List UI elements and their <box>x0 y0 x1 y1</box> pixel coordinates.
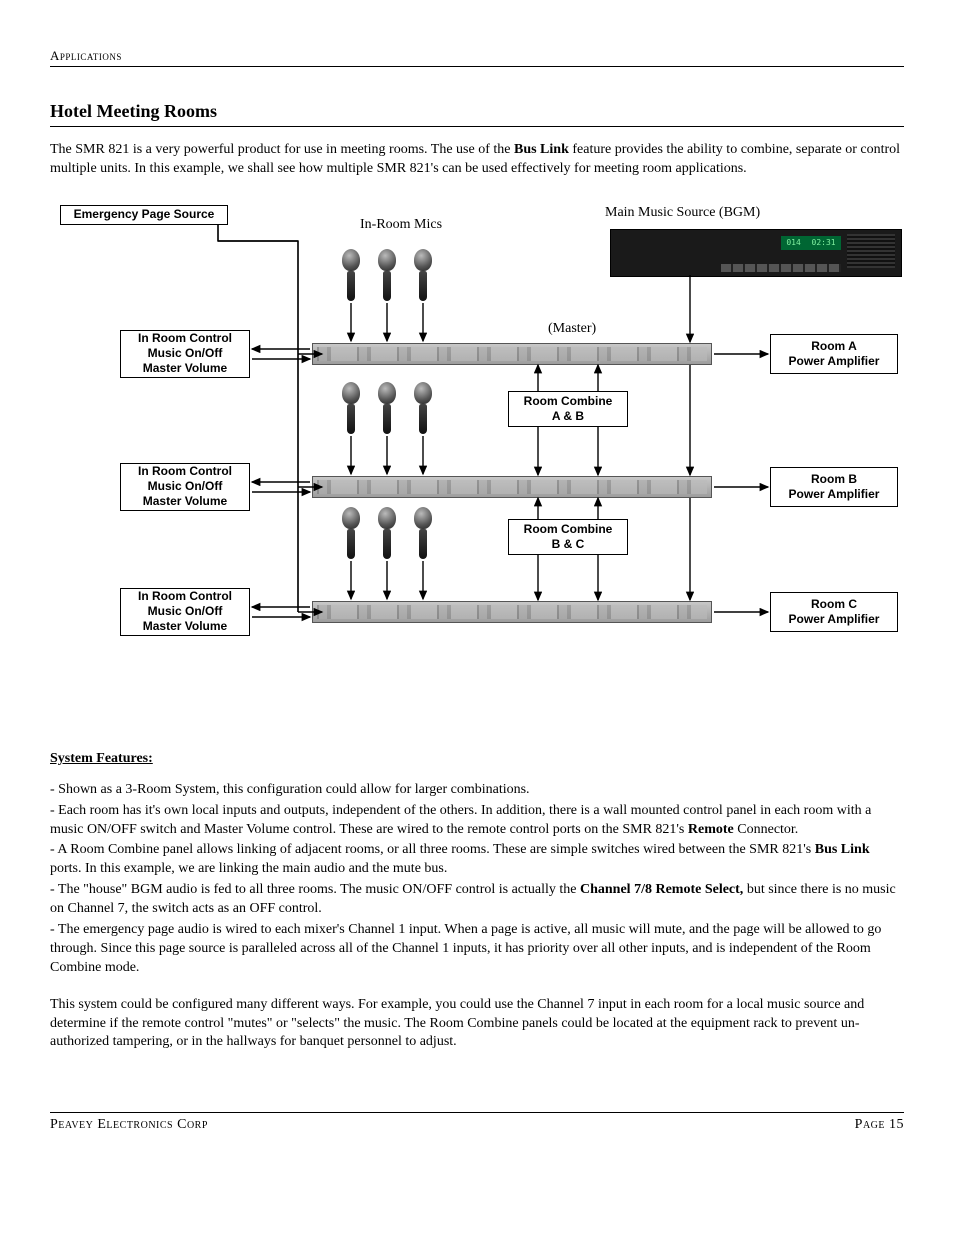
feature-4: - The "house" BGM audio is fed to all th… <box>50 881 904 919</box>
intro-paragraph: The SMR 821 is a very powerful product f… <box>50 141 904 179</box>
master-label: (Master) <box>548 321 596 337</box>
in-room-control-box-b: In Room ControlMusic On/OffMaster Volume <box>120 463 250 511</box>
microphone-icon <box>342 507 360 559</box>
feature-2: - Each room has it's own local inputs an… <box>50 802 904 840</box>
section-title: Hotel Meeting Rooms <box>50 101 904 127</box>
rack-unit <box>312 343 712 365</box>
feature-5: - The emergency page audio is wired to e… <box>50 921 904 978</box>
features-title: System Features: <box>50 751 904 767</box>
features-block: System Features: - Shown as a 3-Room Sys… <box>50 751 904 978</box>
emergency-page-source-box: Emergency Page Source <box>60 205 228 225</box>
feature-3: - A Room Combine panel allows linking of… <box>50 841 904 879</box>
microphone-icon <box>414 507 432 559</box>
bgm-label: Main Music Source (BGM) <box>605 205 760 221</box>
in-room-control-box-c: In Room ControlMusic On/OffMaster Volume <box>120 588 250 636</box>
amp-box-b: Room BPower Amplifier <box>770 467 898 507</box>
in-room-mics-label: In-Room Mics <box>360 217 442 233</box>
microphone-icon <box>342 249 360 301</box>
footer-company: Peavey Electronics Corp <box>50 1117 208 1133</box>
microphone-icon <box>378 249 396 301</box>
page-footer: Peavey Electronics Corp Page 15 <box>50 1112 904 1133</box>
microphone-icon <box>378 507 396 559</box>
rack-unit <box>312 601 712 623</box>
feature-1: - Shown as a 3-Room System, this configu… <box>50 781 904 800</box>
closing-paragraph: This system could be configured many dif… <box>50 996 904 1053</box>
room-combine-bc: Room CombineB & C <box>508 519 628 555</box>
intro-bold: Bus Link <box>514 142 569 157</box>
system-diagram: Emergency Page Source In-Room Mics Main Mu… <box>50 201 904 721</box>
amp-box-c: Room CPower Amplifier <box>770 592 898 632</box>
room-combine-ab: Room CombineA & B <box>508 391 628 427</box>
footer-page: Page 15 <box>855 1117 904 1133</box>
microphone-icon <box>378 382 396 434</box>
intro-pre: The SMR 821 is a very powerful product f… <box>50 142 514 157</box>
microphone-icon <box>414 382 432 434</box>
microphone-icon <box>342 382 360 434</box>
amp-box-a: Room APower Amplifier <box>770 334 898 374</box>
header-section: Applications <box>50 48 904 67</box>
bgm-player: 01402:31 <box>610 229 902 277</box>
in-room-control-box-a: In Room ControlMusic On/OffMaster Volume <box>120 330 250 378</box>
rack-unit <box>312 476 712 498</box>
microphone-icon <box>414 249 432 301</box>
